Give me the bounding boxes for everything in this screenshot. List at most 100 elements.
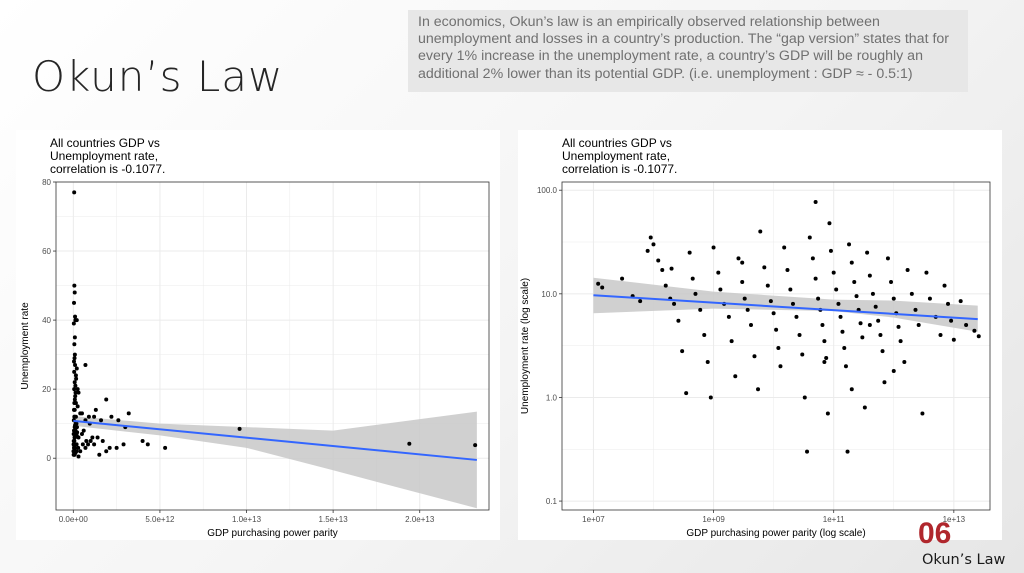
data-point: [778, 364, 783, 369]
data-point: [72, 335, 77, 340]
data-point: [889, 280, 894, 285]
data-point: [951, 337, 956, 342]
data-point: [672, 301, 677, 306]
data-point: [774, 327, 779, 332]
data-point: [726, 314, 731, 319]
data-point: [72, 356, 77, 361]
data-point: [752, 354, 757, 359]
data-point: [827, 221, 832, 226]
data-point: [860, 335, 865, 340]
chart-title-line: correlation is -0.1077.: [50, 162, 165, 176]
data-point: [116, 418, 121, 423]
data-point: [822, 339, 827, 344]
data-point: [651, 242, 656, 247]
data-point: [72, 414, 77, 419]
data-point: [83, 362, 88, 367]
data-point: [878, 333, 883, 338]
data-point: [73, 423, 78, 428]
data-point: [836, 301, 841, 306]
data-point: [800, 352, 805, 357]
data-point: [600, 285, 605, 290]
data-point: [684, 391, 689, 396]
data-point: [854, 294, 859, 299]
x-axis-label: GDP purchasing power parity (log scale): [686, 528, 865, 539]
data-point: [104, 397, 109, 402]
data-point: [822, 359, 827, 364]
data-point: [905, 267, 910, 272]
data-point: [733, 374, 738, 379]
data-point: [669, 266, 674, 271]
data-point: [73, 390, 78, 395]
data-point: [891, 368, 896, 373]
data-point: [865, 250, 870, 255]
data-point: [72, 407, 77, 412]
data-point: [776, 346, 781, 351]
data-point: [785, 267, 790, 272]
data-point: [842, 346, 847, 351]
data-point: [74, 318, 79, 323]
data-point: [75, 430, 80, 435]
data-point: [72, 444, 77, 449]
x-tick-label: 1e+09: [702, 515, 725, 524]
data-point: [83, 445, 88, 450]
data-point: [99, 418, 104, 423]
data-point: [97, 452, 102, 457]
data-point: [73, 373, 78, 378]
data-point: [942, 283, 947, 288]
data-point: [72, 283, 77, 288]
data-point: [75, 387, 80, 392]
data-point: [648, 235, 653, 240]
data-point: [771, 311, 776, 316]
data-point: [824, 356, 829, 361]
data-point: [74, 376, 79, 381]
x-tick-label: 1.5e+13: [319, 515, 349, 524]
data-point: [834, 287, 839, 292]
data-point: [820, 323, 825, 328]
data-point: [620, 276, 625, 281]
data-point: [73, 451, 78, 456]
data-point: [913, 307, 918, 312]
data-point: [92, 414, 97, 419]
slide-title: Okun’s Law: [32, 52, 284, 101]
data-point: [740, 280, 745, 285]
data-point: [663, 283, 668, 288]
data-point: [73, 362, 78, 367]
data-point: [473, 443, 478, 448]
data-point: [73, 394, 78, 399]
data-point: [882, 380, 887, 385]
data-point: [407, 441, 412, 446]
data-point: [748, 323, 753, 328]
chart-title-line: All countries GDP vs: [50, 136, 160, 150]
data-point: [736, 256, 741, 261]
chart-panel-linear: All countries GDP vs Unemployment rate, co…: [16, 130, 500, 540]
data-point: [708, 395, 713, 400]
x-axis-label: GDP purchasing power parity: [207, 528, 337, 539]
description-box: In economics, Okun’s law is an empirical…: [408, 10, 968, 92]
y-tick-label: 1.0: [546, 393, 558, 402]
data-point: [72, 342, 77, 347]
data-point: [72, 190, 77, 195]
data-point: [72, 369, 77, 374]
data-point: [909, 291, 914, 296]
data-point: [73, 400, 78, 405]
slide-number: 06: [918, 517, 952, 550]
data-point: [813, 199, 818, 204]
data-point: [745, 307, 750, 312]
data-point: [964, 323, 969, 328]
regression-line: [593, 294, 978, 321]
data-point: [86, 442, 91, 447]
y-tick-label: 60: [42, 247, 51, 256]
chart-title-line: correlation is -0.1077.: [562, 162, 677, 176]
data-point: [76, 445, 81, 450]
data-point: [705, 359, 710, 364]
data-point: [843, 364, 848, 369]
data-point: [74, 433, 79, 438]
data-point: [768, 299, 773, 304]
data-point: [95, 435, 100, 440]
data-point: [72, 428, 77, 433]
data-point: [831, 270, 836, 275]
data-point: [794, 314, 799, 319]
data-point: [693, 291, 698, 296]
y-tick-label: 80: [42, 178, 51, 187]
